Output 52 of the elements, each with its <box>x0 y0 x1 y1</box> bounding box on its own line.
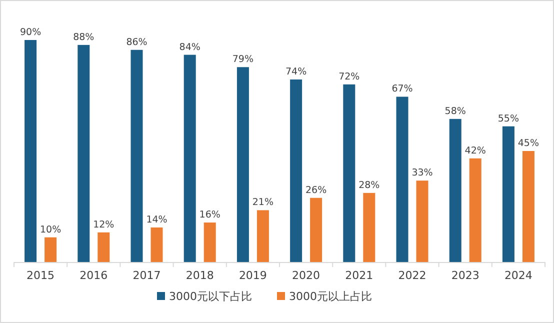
bar <box>236 67 249 262</box>
data-label: 33% <box>412 168 433 179</box>
bar <box>290 79 302 262</box>
bar <box>502 126 514 262</box>
x-tick-label: 2020 <box>292 269 320 282</box>
legend-label: 3000元以下占比 <box>169 290 252 303</box>
x-tick-label: 2017 <box>132 269 161 282</box>
data-label: 74% <box>285 66 307 78</box>
x-tick-label: 2024 <box>504 269 532 282</box>
x-tick-label: 2021 <box>345 269 374 282</box>
x-tick-label: 2018 <box>186 269 214 282</box>
bar <box>522 151 534 262</box>
bar <box>78 44 90 262</box>
bar <box>416 180 428 262</box>
legend-label: 3000元以上占比 <box>289 290 372 303</box>
data-label: 42% <box>464 145 486 156</box>
x-tick-label: 2022 <box>398 269 426 282</box>
data-label: 12% <box>93 219 114 230</box>
data-label: 79% <box>232 54 254 66</box>
data-label: 28% <box>358 180 380 191</box>
data-label: 72% <box>338 71 360 82</box>
bar <box>363 192 376 262</box>
x-tick-label: 2015 <box>26 269 55 282</box>
bar <box>449 118 462 262</box>
data-label: 84% <box>179 42 200 53</box>
x-tick-label: 2023 <box>451 269 480 282</box>
data-label: 86% <box>126 36 148 48</box>
data-label: 55% <box>498 113 520 124</box>
bar <box>396 96 408 262</box>
data-label: 10% <box>40 224 62 236</box>
data-label: 45% <box>518 138 540 149</box>
data-label: 21% <box>252 197 274 208</box>
x-tick-label: 2016 <box>80 269 108 282</box>
bar <box>343 84 356 262</box>
data-label: 58% <box>444 106 466 117</box>
bar <box>469 158 482 262</box>
bar <box>204 222 216 262</box>
bar <box>256 210 269 262</box>
data-label: 16% <box>199 210 220 221</box>
data-label: 67% <box>392 84 413 95</box>
bar <box>130 50 143 262</box>
bar <box>24 40 37 262</box>
data-label: 88% <box>73 32 94 43</box>
bar <box>98 232 110 262</box>
x-tick-label: 2019 <box>238 269 267 282</box>
data-label: 90% <box>20 27 42 38</box>
data-label: 26% <box>305 184 327 196</box>
bar <box>44 237 57 262</box>
bar <box>310 198 322 262</box>
data-label: 14% <box>146 214 168 226</box>
bar <box>184 54 196 262</box>
bar <box>150 227 163 262</box>
